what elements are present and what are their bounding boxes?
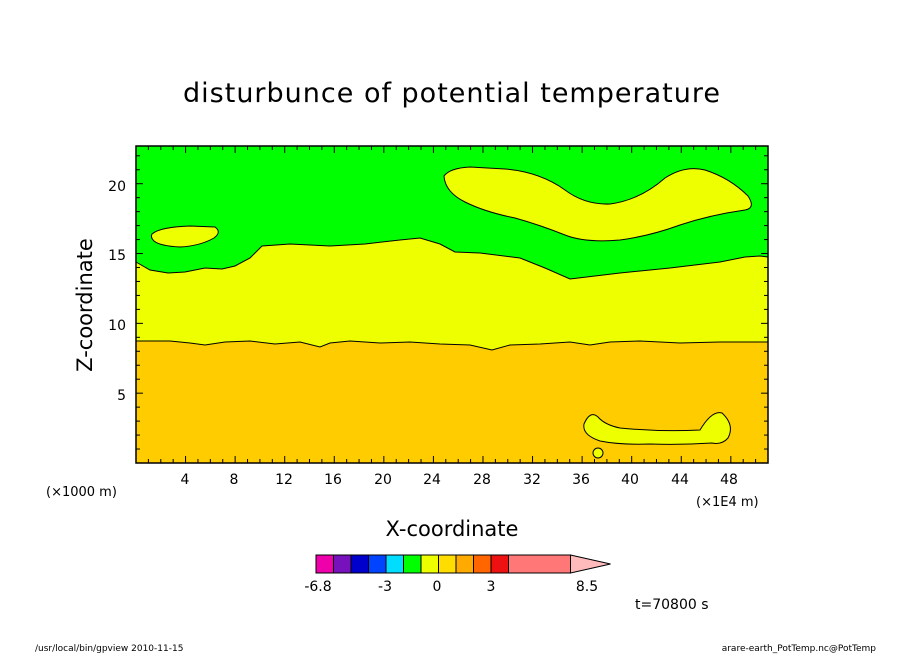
x-tick-label: 44 [671,472,689,488]
colorbar [315,554,611,574]
x-axis-unit: (×1E4 m) [696,495,759,510]
footer-right: arare-earth_PotTemp.nc@PotTemp [722,644,877,654]
y-tick-label: 20 [108,179,126,195]
tick-marks [136,146,768,463]
colorbar-tick-label: -3 [378,579,392,595]
x-tick-label: 32 [523,472,541,488]
x-tick-label: 40 [621,472,639,488]
x-tick-label: 4 [181,472,190,488]
x-tick-label: 16 [324,472,342,488]
plot-area: 5 10 15 20 4 8 12 16 20 24 28 32 36 40 4… [46,145,769,510]
region-yellow-lower-dot [592,447,604,459]
y-tick-label: 10 [108,318,126,334]
colorbar-swatch [403,554,422,574]
colorbar-swatch [420,554,439,574]
colorbar-tick-label: 3 [487,579,496,595]
colorbar-swatch [508,554,571,574]
colorbar-swatch [490,554,509,574]
y-axis-unit: (×1000 m) [46,485,117,500]
y-tick-label: 15 [108,248,126,264]
y-axis-title: Z-coordinate [73,238,97,372]
region-yellow-upper-right [443,166,752,242]
footer-left: /usr/local/bin/gpview 2010-11-15 [35,644,183,654]
colorbar-swatch [350,554,369,574]
colorbar-swatch [473,554,492,574]
x-tick-label: 36 [572,472,590,488]
x-tick-label: 8 [230,472,239,488]
chart-title: disturbunce of potential temperature [183,78,721,109]
x-tick-labels: 4 8 12 16 20 24 28 32 36 40 44 48 [181,472,738,488]
colorbar-triangle [570,554,611,574]
colorbar-swatch [455,554,474,574]
x-tick-label: 20 [374,472,392,488]
plot-frame [135,145,769,464]
colorbar-swatch [315,554,334,574]
x-tick-label: 12 [275,472,293,488]
x-tick-label: 24 [423,472,441,488]
colorbar-swatch [438,554,457,574]
colorbar-swatch [385,554,404,574]
region-yellow-upper-left [150,225,219,248]
colorbar-tick-label: 8.5 [576,579,598,595]
colorbar-tick-label: 0 [433,579,442,595]
colorbar-swatch [368,554,387,574]
colorbar-tick-labels: -6.8 -3 0 3 8.5 [304,579,598,595]
x-tick-label: 28 [473,472,491,488]
x-tick-label: 48 [720,472,738,488]
region-yellow-lower-patch [583,412,731,445]
y-tick-label: 5 [117,388,126,404]
colorbar-tick-label: -6.8 [304,579,331,595]
y-tick-labels: 5 10 15 20 [108,179,126,404]
x-axis-title: X-coordinate [386,517,519,541]
colorbar-swatch [333,554,352,574]
time-label: t=70800 s [635,597,709,613]
